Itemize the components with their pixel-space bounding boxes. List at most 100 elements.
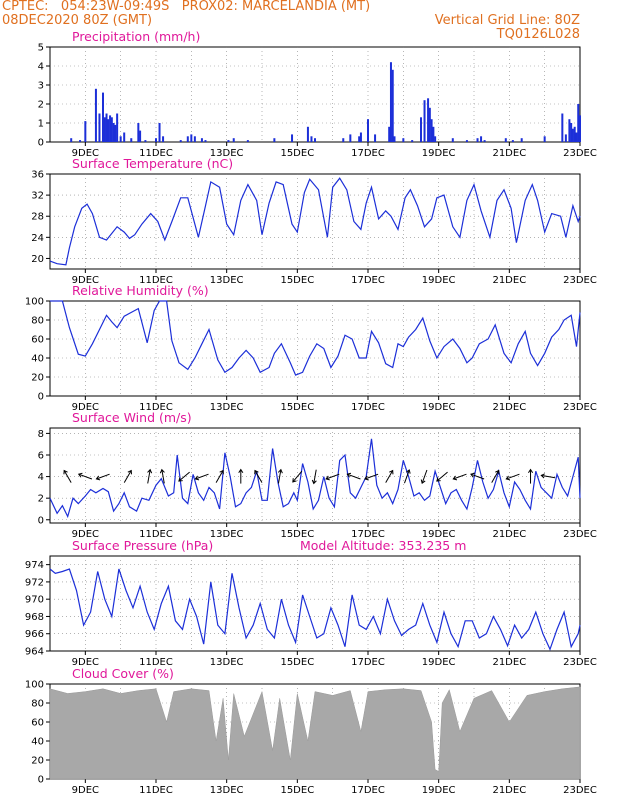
- y-tick-label: 20: [31, 254, 44, 265]
- wind-arrow: [159, 468, 165, 484]
- y-tick-label: 36: [31, 170, 44, 181]
- wind-arrow: [254, 469, 263, 483]
- precip-bar: [227, 140, 230, 142]
- panel-title: Surface Pressure (hPa): [72, 538, 213, 553]
- precip-bar: [480, 136, 483, 142]
- precip-bar: [391, 69, 394, 142]
- wind-arrow-shaft: [123, 470, 132, 483]
- y-tick-label: 964: [25, 647, 44, 658]
- header-model-code: TQ0126L028: [496, 27, 580, 42]
- precip-bar: [144, 140, 147, 142]
- wind-arrow-head: [194, 475, 200, 481]
- y-tick-label: 32: [31, 191, 44, 202]
- y-tick-label: 3: [38, 81, 44, 92]
- y-tick-label: 20: [31, 373, 44, 384]
- x-tick-label: 15DEC: [280, 785, 314, 796]
- wind-arrow-head: [254, 469, 259, 475]
- x-tick-label: 11DEC: [139, 275, 173, 286]
- precip-bar: [193, 136, 196, 142]
- precip-bar: [561, 113, 564, 142]
- precip-bar: [423, 100, 426, 142]
- precip-bar: [103, 117, 106, 142]
- precip-bar: [70, 138, 73, 142]
- cloud-cover-area: [49, 686, 581, 780]
- x-tick-label: 13DEC: [210, 657, 244, 668]
- wind-arrow-head: [311, 479, 317, 485]
- x-tick-label: 9DEC: [72, 657, 99, 668]
- wind-arrow: [194, 473, 209, 481]
- y-tick-label: 6: [38, 450, 44, 461]
- y-tick-label: 966: [25, 629, 44, 640]
- wind-arrow: [505, 473, 520, 481]
- precip-bar: [179, 140, 182, 142]
- precip-bar: [162, 136, 165, 142]
- y-tick-label: 24: [31, 233, 44, 244]
- wind-arrow-shaft: [96, 473, 110, 480]
- wind-arrow-shaft: [215, 470, 224, 483]
- wind-arrow: [325, 473, 340, 481]
- wind-arrow-shaft: [147, 469, 151, 484]
- x-tick-label: 9DEC: [72, 275, 99, 286]
- wind-arrow: [420, 469, 428, 485]
- panel-1: 0 1 2 3 4 5 9DEC 11DEC 13DEC 15DEC 17DEC 19DEC 21DEC…: [38, 29, 597, 159]
- wind-arrow-head: [63, 469, 68, 475]
- wind-arrow: [404, 469, 411, 484]
- wind-arrow-shaft: [254, 470, 263, 483]
- precip-bar: [112, 123, 115, 142]
- wind-arrow: [77, 472, 93, 480]
- wind-arrow: [452, 473, 467, 481]
- wind-arrow-shaft: [541, 474, 556, 479]
- precip-bar: [273, 138, 276, 142]
- precip-bar: [430, 119, 433, 142]
- x-tick-label: 19DEC: [422, 529, 456, 540]
- precip-bar: [520, 138, 523, 142]
- precip-bar: [579, 115, 581, 142]
- precip-bar: [314, 138, 316, 142]
- precip-bar: [389, 62, 392, 143]
- x-tick-label: 11DEC: [139, 148, 173, 159]
- wind-arrow: [147, 468, 153, 484]
- y-tick-label: 4: [38, 62, 44, 73]
- precip-bar: [200, 138, 203, 142]
- precip-bar: [137, 123, 140, 142]
- precip-bar: [102, 92, 104, 142]
- precip-bar: [359, 132, 362, 142]
- wind-arrow-shaft: [506, 473, 520, 480]
- precip-bar: [139, 130, 142, 142]
- precip-bar: [476, 138, 479, 142]
- precip-bar: [79, 140, 82, 142]
- y-tick-label: 40: [31, 737, 44, 748]
- y-tick-label: 974: [25, 560, 44, 571]
- series-line: [49, 177, 581, 266]
- precip-bar: [84, 121, 87, 142]
- x-tick-label: 15DEC: [280, 657, 314, 668]
- wind-arrow-head: [346, 472, 352, 478]
- precip-bar: [358, 136, 361, 142]
- x-tick-label: 21DEC: [492, 657, 526, 668]
- x-tick-label: 21DEC: [492, 275, 526, 286]
- y-tick-label: 4: [38, 472, 44, 483]
- wind-arrow-head: [159, 468, 165, 474]
- y-tick-label: 5: [38, 43, 44, 54]
- wind-arrow: [540, 473, 556, 479]
- wind-arrow-shaft: [421, 469, 428, 484]
- wind-arrow-head: [436, 477, 441, 482]
- x-tick-label: 13DEC: [210, 148, 244, 159]
- wind-arrow-shaft: [277, 469, 282, 484]
- precip-bar: [573, 126, 576, 142]
- wind-arrow-head: [219, 469, 224, 475]
- wind-arrow-head: [147, 468, 153, 474]
- y-tick-label: 100: [25, 297, 44, 308]
- precip-bar: [420, 117, 422, 142]
- y-tick-label: 80: [31, 316, 44, 327]
- precip-bar: [342, 138, 345, 142]
- precip-bar: [432, 126, 435, 142]
- precip-bar: [119, 136, 122, 142]
- precip-bar: [107, 119, 110, 142]
- x-tick-label: 15DEC: [280, 275, 314, 286]
- x-tick-label: 17DEC: [351, 785, 385, 796]
- x-tick-label: 17DEC: [351, 148, 385, 159]
- x-tick-label: 21DEC: [492, 785, 526, 796]
- wind-arrow-shaft: [364, 473, 379, 480]
- x-tick-label: 15DEC: [280, 529, 314, 540]
